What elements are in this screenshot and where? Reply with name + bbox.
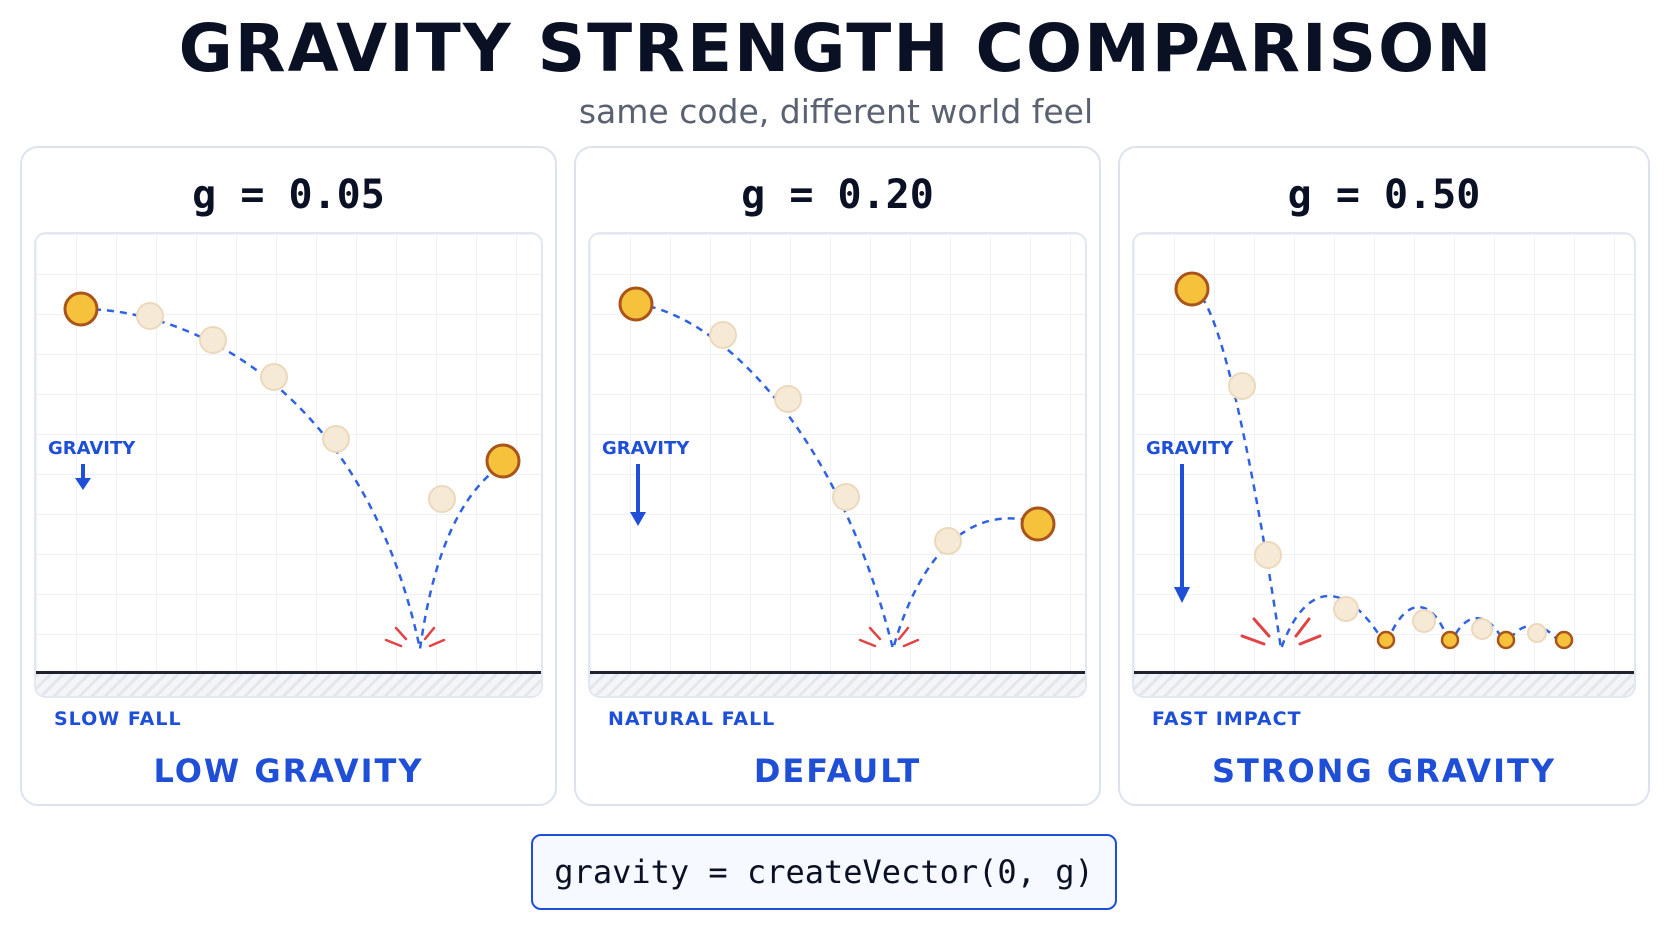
ghost-ball: [1254, 541, 1282, 569]
gravity-label: GRAVITY: [48, 438, 136, 459]
ghost-ball: [260, 363, 288, 391]
fall-label: NATURAL FALL: [608, 708, 776, 730]
gravity-label: GRAVITY: [1146, 438, 1234, 459]
impact-marks: [858, 626, 920, 648]
panel-heading: g = 0.50: [1287, 172, 1481, 218]
panel-default: g = 0.20 GRAVITY NATURAL FALL DEFAU: [574, 146, 1101, 806]
fall-label: FAST IMPACT: [1152, 708, 1302, 730]
bounce-ball: [1440, 630, 1460, 650]
ghost-ball: [1333, 596, 1359, 622]
panel-heading: g = 0.05: [192, 172, 385, 218]
ground-line: [1134, 671, 1634, 674]
simulation-plot: GRAVITY: [588, 232, 1087, 698]
bounce-ball: [1496, 630, 1516, 650]
simulation-plot: GRAVITY: [34, 232, 543, 698]
panel-caption: DEFAULT: [753, 752, 922, 790]
panel-caption: LOW GRAVITY: [153, 752, 424, 790]
panel-heading: g = 0.20: [741, 172, 934, 218]
gravity-arrow: [1174, 464, 1190, 603]
ground-hatch: [36, 674, 541, 696]
page-subtitle: same code, different world feel: [578, 92, 1094, 131]
bounce-ball: [1376, 630, 1396, 650]
trajectory-path: [1191, 287, 1564, 650]
code-snippet: gravity = createVector(0, g): [531, 834, 1117, 910]
trajectory-path: [635, 302, 1036, 654]
ghost-ball: [934, 527, 962, 555]
ground-hatch: [1134, 674, 1634, 696]
ghost-ball: [199, 326, 227, 354]
ghost-ball: [832, 483, 860, 511]
ghost-ball: [774, 385, 802, 413]
ball-start: [1174, 271, 1210, 307]
impact-marks: [384, 626, 446, 648]
ghost-ball: [1471, 618, 1493, 640]
ghost-ball: [1412, 609, 1436, 633]
ghost-ball: [709, 321, 737, 349]
gravity-label: GRAVITY: [602, 438, 690, 459]
page-title: GRAVITY STRENGTH COMPARISON: [178, 10, 1494, 87]
panel-strong-gravity: g = 0.50: [1118, 146, 1650, 806]
ground-line: [590, 671, 1085, 674]
gravity-arrow: [630, 464, 646, 526]
bounce-ball: [1554, 630, 1574, 650]
ball-end: [485, 443, 521, 479]
ghost-ball: [322, 425, 350, 453]
ghost-ball: [428, 485, 456, 513]
ghost-ball: [1527, 623, 1547, 643]
ball-start: [618, 286, 654, 322]
simulation-plot: GRAVITY: [1132, 232, 1636, 698]
ghost-ball: [136, 302, 164, 330]
fall-label: SLOW FALL: [54, 708, 182, 730]
ground-hatch: [590, 674, 1085, 696]
trajectory-svg: [63, 291, 521, 650]
trajectory-path: [80, 307, 507, 650]
ghost-ball: [1228, 372, 1256, 400]
trajectory-svg: [618, 286, 1056, 654]
gravity-arrow: [75, 464, 91, 490]
ball-start: [63, 291, 99, 327]
panel-low-gravity: g = 0.05 GRAVITY SLOW FALL L: [20, 146, 557, 806]
trajectory-svg: [1174, 271, 1574, 650]
impact-marks: [1240, 617, 1322, 646]
ball-end: [1020, 506, 1056, 542]
ground-line: [36, 671, 541, 674]
panel-caption: STRONG GRAVITY: [1211, 752, 1557, 790]
